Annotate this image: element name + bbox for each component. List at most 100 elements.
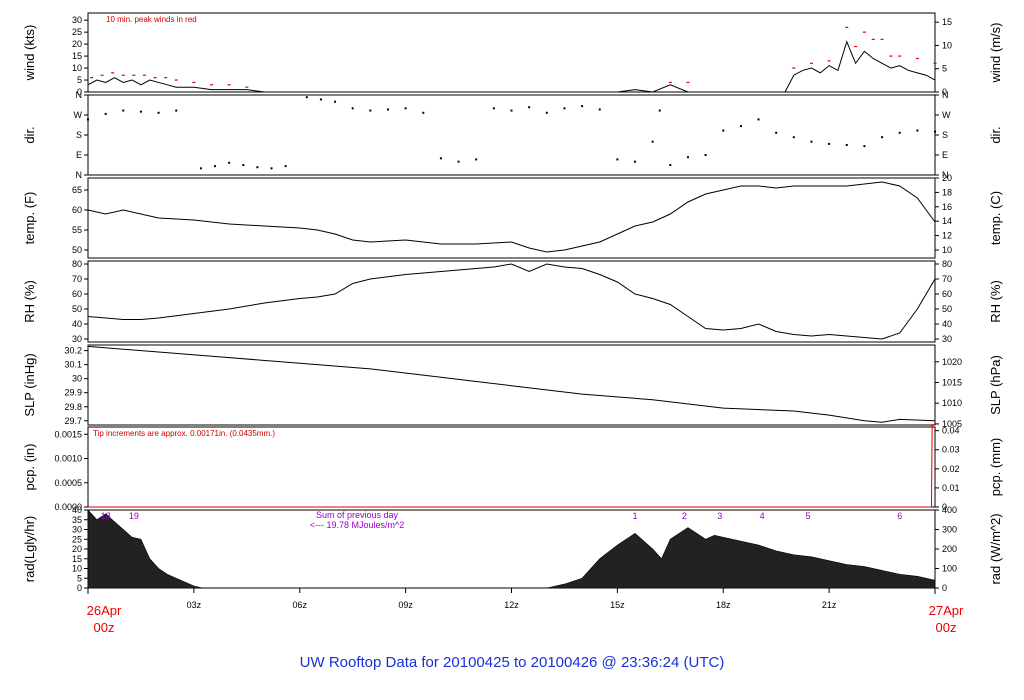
x-tick-label: 18z xyxy=(716,600,731,610)
direction-point xyxy=(422,111,425,114)
date-label: 27Apr xyxy=(929,603,964,618)
peak-wind-point xyxy=(845,26,849,28)
direction-point xyxy=(334,100,337,103)
day-marker: 1 xyxy=(633,511,638,521)
date-label: 00z xyxy=(936,620,957,635)
direction-point xyxy=(175,109,178,112)
time-axis: 03z 06z 09z 12z 15z 18z 21z 26Apr 00z 27Apr 00z xyxy=(87,588,964,635)
y-axis-label-right: RH (%) xyxy=(988,280,1003,323)
panel-frame xyxy=(87,260,936,343)
panel-relative-humidity: 30 40 50 60 70 80 30 40 50 60 70 80 RH (%) RH (%) xyxy=(22,259,1003,344)
direction-point xyxy=(658,109,661,112)
y-right-tick-label: 12 xyxy=(942,231,952,241)
y-axis-label: pcp. (in) xyxy=(22,444,37,491)
peak-wind-point xyxy=(142,74,146,76)
y-tick-label: 10 xyxy=(72,63,82,73)
x-tick-label: 15z xyxy=(610,600,625,610)
direction-point xyxy=(284,165,287,168)
y-tick-label: 0.0005 xyxy=(54,478,82,488)
precipitation-line xyxy=(88,424,935,508)
y-right-tick-label: N xyxy=(942,170,949,180)
panel-frame xyxy=(87,177,936,259)
direction-point xyxy=(722,129,725,132)
y-tick-label: 30.1 xyxy=(64,360,82,370)
y-axis-label-right: temp. (C) xyxy=(988,191,1003,245)
y-right-tick-label: E xyxy=(942,150,948,160)
direction-point xyxy=(581,105,584,108)
y-right-tick-label: 0.04 xyxy=(942,426,960,436)
peak-wind-point xyxy=(809,62,813,64)
direction-point xyxy=(775,131,778,134)
panel-radiation: 05101520253035400100200300400rad(Lgly/hr… xyxy=(22,505,1003,593)
wind-line xyxy=(87,40,936,93)
y-tick-label: 25 xyxy=(72,534,82,544)
chart-title: UW Rooftop Data for 20100425 to 20100426… xyxy=(300,654,725,671)
y-tick-label: 10 xyxy=(72,564,82,574)
y-tick-label: 70 xyxy=(72,274,82,284)
y-axis-label: dir. xyxy=(22,126,37,143)
peak-wind-point xyxy=(889,55,893,57)
y-right-tick-label: 80 xyxy=(942,259,952,269)
y-tick-label: 35 xyxy=(72,515,82,525)
peak-wind-point xyxy=(854,45,858,48)
y-axis-label: SLP (inHg) xyxy=(22,353,37,416)
y-right-tick-label: 15 xyxy=(942,17,952,27)
sea-level-pressure-line xyxy=(87,345,936,423)
peak-wind-point xyxy=(227,84,231,86)
day-marker: 6 xyxy=(897,511,902,521)
y-tick-label: 55 xyxy=(72,225,82,235)
peak-wind-point xyxy=(880,38,884,40)
y-tick-label: 5 xyxy=(77,75,82,85)
direction-point xyxy=(475,158,478,161)
y-tick-label: 60 xyxy=(72,289,82,299)
direction-point xyxy=(139,110,142,113)
direction-point xyxy=(704,154,707,156)
y-right-tick-label: 1010 xyxy=(942,398,962,408)
direction-point xyxy=(828,142,831,145)
y-right-tick-label: 5 xyxy=(942,64,947,74)
y-tick-label: 50 xyxy=(72,245,82,255)
y-right-tick-label: 20 xyxy=(942,173,952,183)
y-right-tick-label: 400 xyxy=(942,505,957,515)
y-right-tick-label: 0.01 xyxy=(942,483,960,493)
y-axis-label-right: SLP (hPa) xyxy=(988,355,1003,415)
y-right-tick-label: 10 xyxy=(942,245,952,255)
direction-point xyxy=(563,107,566,110)
direction-point xyxy=(404,107,407,110)
panel-frame xyxy=(87,344,936,426)
y-axis-label-right: dir. xyxy=(988,126,1003,143)
y-tick-label: 30 xyxy=(72,15,82,25)
y-tick-label: 0.0010 xyxy=(54,454,82,464)
y-tick-label: 30 xyxy=(72,334,82,344)
panel-frame xyxy=(87,94,936,176)
y-tick-label: 30.2 xyxy=(64,346,82,356)
day-marker: 4 xyxy=(760,511,765,521)
day-marker: 3 xyxy=(717,511,722,521)
y-tick-label: 40 xyxy=(72,505,82,515)
peak-wind-point xyxy=(862,31,866,33)
y-right-tick-label: 300 xyxy=(942,525,957,535)
direction-point xyxy=(256,166,259,169)
direction-point xyxy=(898,131,901,134)
peak-wind-point xyxy=(132,74,136,76)
direction-point xyxy=(369,109,372,112)
y-tick-label: 15 xyxy=(72,51,82,61)
y-right-tick-label: 0 xyxy=(942,87,947,97)
y-tick-label: 30 xyxy=(72,525,82,535)
y-axis-label-right: pcp. (mm) xyxy=(988,438,1003,497)
direction-point xyxy=(104,112,107,115)
direction-point xyxy=(739,125,742,128)
peak-wind-point xyxy=(871,38,875,40)
temperature-line xyxy=(87,181,936,253)
panel-annotation: Tip increments are approx. 0.00171in. (0… xyxy=(93,429,275,438)
y-right-tick-label: 0.02 xyxy=(942,464,960,474)
y-right-tick-label: 1005 xyxy=(942,419,962,429)
direction-point xyxy=(916,129,919,132)
x-tick-label: 12z xyxy=(504,600,519,610)
direction-point xyxy=(199,167,202,170)
y-right-tick-label: 200 xyxy=(942,544,957,554)
direction-point xyxy=(319,98,322,101)
y-right-tick-label: 40 xyxy=(942,319,952,329)
